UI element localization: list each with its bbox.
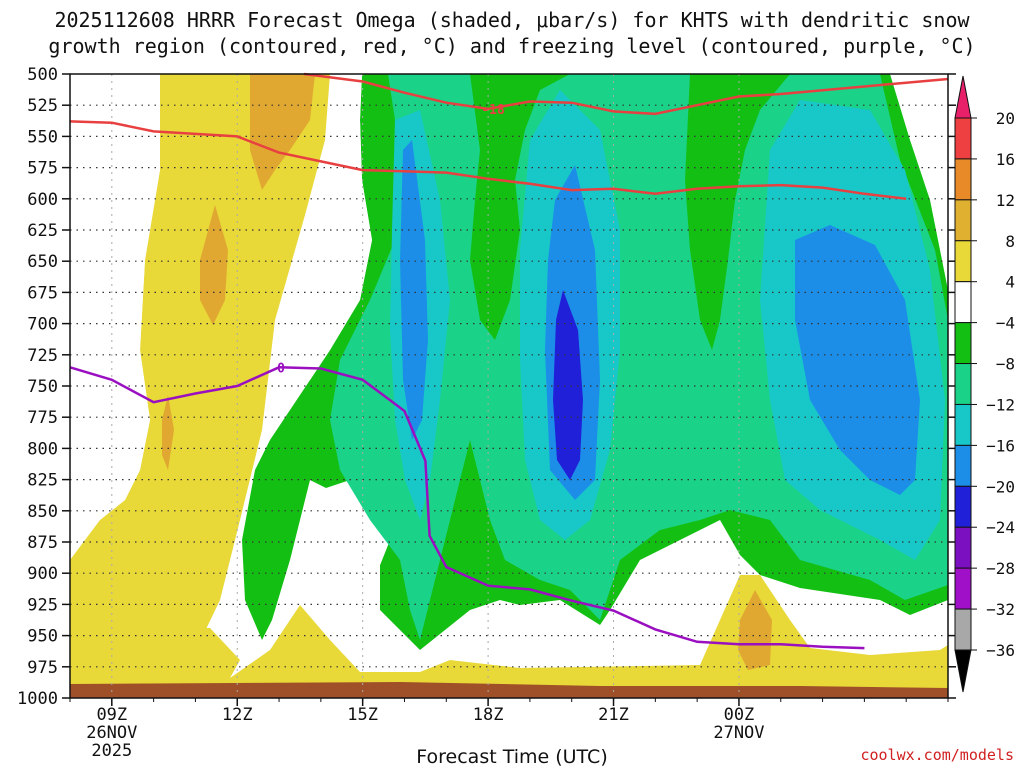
colorbar-cell xyxy=(954,199,972,242)
surface-terrain xyxy=(70,682,948,698)
neutral-gap-1 xyxy=(70,74,160,540)
white-gap-top xyxy=(305,74,372,380)
chart-title-line-2: growth region (contoured, red, °C) and f… xyxy=(48,34,976,58)
contour-lines: -18 0 xyxy=(69,72,949,650)
y-tick-label: 775 xyxy=(27,408,58,428)
y-tick-label: 925 xyxy=(27,595,58,615)
colorbar-label: 12 xyxy=(996,191,1015,210)
y-tick-label: 700 xyxy=(27,315,58,335)
y-tick-label: 675 xyxy=(27,283,58,303)
y-axis: 500 525 550 575 600 625 650 675 700 725 750 775 800 8… xyxy=(17,65,956,709)
colorbar-cell xyxy=(954,444,972,487)
grid-lines xyxy=(70,74,948,698)
omega-blue-region xyxy=(400,140,428,440)
y-tick-label: 1000 xyxy=(17,689,58,709)
contour-dgz_upper xyxy=(303,72,949,116)
colorbar-cell xyxy=(954,240,972,283)
y-tick-label: 850 xyxy=(27,502,58,522)
colorbar-label: −36 xyxy=(986,641,1015,660)
chart-title-line-1: 2025112608 HRRR Forecast Omega (shaded, … xyxy=(54,8,970,32)
contour-freezing_level xyxy=(69,366,865,650)
colorbar-label: 20 xyxy=(996,109,1015,128)
x-tick-date: 27NOV xyxy=(713,723,764,743)
y-tick-label: 650 xyxy=(27,252,58,272)
green-gap-1 xyxy=(470,74,570,340)
green-gap-2 xyxy=(685,74,790,350)
colorbar-label: 8 xyxy=(1005,232,1015,251)
colorbar-label: −32 xyxy=(986,600,1015,619)
y-tick-label: 625 xyxy=(27,221,58,241)
omega-orange-region-3 xyxy=(162,395,174,470)
y-tick-label: 525 xyxy=(27,96,58,116)
y-tick-label: 500 xyxy=(27,65,58,85)
omega-blue-region-3 xyxy=(795,225,920,495)
colorbar-label: −4 xyxy=(996,314,1015,333)
colorbar-top-arrow xyxy=(954,75,972,119)
colorbar-cell xyxy=(954,567,972,610)
neutral-gap-3 xyxy=(310,480,420,660)
colorbar-label: 16 xyxy=(996,150,1015,169)
colorbar: 20 16 12 8 4 −4 −8 −12 −16 −20 −24 −28 −32 −36 xyxy=(954,75,1015,693)
x-tick-label: 12Z xyxy=(222,705,253,725)
colorbar-label: −24 xyxy=(986,518,1015,537)
x-tick-label: 00Z xyxy=(724,705,755,725)
omega-orange-region-4 xyxy=(738,590,772,670)
colorbar-cell xyxy=(954,403,972,446)
colorbar-cell xyxy=(954,281,972,324)
colorbar-label: −16 xyxy=(986,436,1015,455)
x-tick-year: 2025 xyxy=(91,741,132,761)
colorbar-cell xyxy=(954,608,972,651)
credit-text[interactable]: coolwx.com/models xyxy=(860,746,1014,764)
colorbar-bottom-arrow xyxy=(954,649,972,693)
colorbar-label: 4 xyxy=(1005,273,1015,292)
y-tick-label: 950 xyxy=(27,627,58,647)
colorbar-label: −20 xyxy=(986,477,1015,496)
omega-orange-region-1 xyxy=(250,74,315,190)
colorbar-cell xyxy=(954,526,972,569)
colorbar-label: −28 xyxy=(986,559,1015,578)
colorbar-label: −12 xyxy=(986,395,1015,414)
omega-orange-region-2 xyxy=(200,205,228,325)
y-tick-label: 875 xyxy=(27,533,58,553)
contour-dgz_lower xyxy=(69,120,907,201)
y-tick-label: 600 xyxy=(27,190,58,210)
neutral-gap-4 xyxy=(353,530,368,560)
y-tick-label: 550 xyxy=(27,127,58,147)
y-tick-label: 800 xyxy=(27,439,58,459)
x-tick-label: 09Z xyxy=(96,705,127,725)
omega-positive-region-left xyxy=(70,74,330,690)
colorbar-cell xyxy=(954,485,972,528)
colorbar-cell xyxy=(954,158,972,201)
colorbar-label: −8 xyxy=(996,355,1015,374)
omega-positive-region-small xyxy=(104,525,140,612)
x-tick-date: 26NOV xyxy=(86,723,137,743)
colorbar-cell xyxy=(954,363,972,405)
y-tick-label: 975 xyxy=(27,658,58,678)
omega-dark-blue-region xyxy=(553,290,583,480)
x-axis-title: Forecast Time (UTC) xyxy=(416,746,608,768)
omega-shading xyxy=(70,74,948,698)
omega-positive-region-bottom xyxy=(70,575,948,690)
colorbar-cell xyxy=(954,117,972,160)
y-tick-label: 725 xyxy=(27,346,58,366)
contour-label-dgz_upper: -18 xyxy=(481,103,505,118)
x-tick-label: 21Z xyxy=(598,705,629,725)
colorbar-cell xyxy=(954,322,972,365)
y-tick-label: 575 xyxy=(27,159,58,179)
omega-positive-region-top xyxy=(185,74,235,115)
y-tick-label: 750 xyxy=(27,377,58,397)
x-tick-label: 15Z xyxy=(347,705,378,725)
y-tick-label: 900 xyxy=(27,564,58,584)
contour-label-freezing_level: 0 xyxy=(277,361,285,376)
y-tick-label: 825 xyxy=(27,471,58,491)
x-tick-label: 18Z xyxy=(473,705,504,725)
